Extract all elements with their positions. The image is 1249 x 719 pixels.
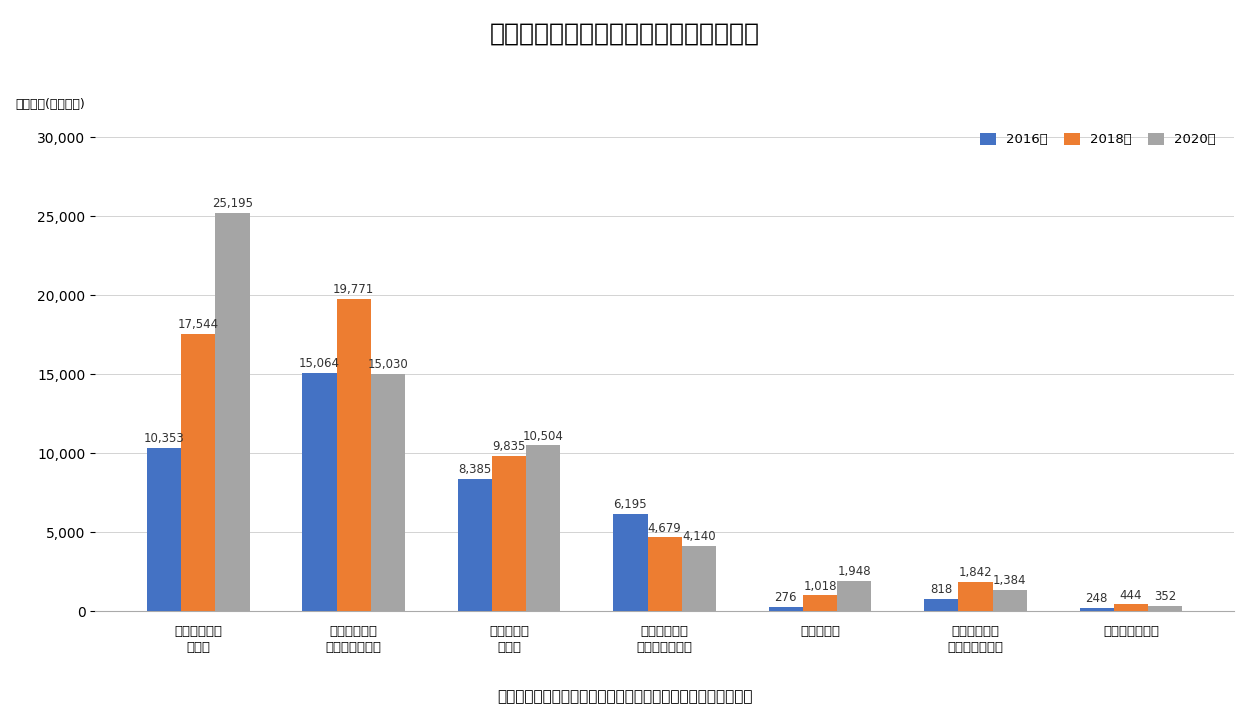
Bar: [302, 373, 337, 611]
Text: 4,140: 4,140: [682, 530, 716, 543]
Text: 1,384: 1,384: [993, 574, 1027, 587]
Bar: [1079, 608, 1114, 611]
Bar: [526, 445, 561, 611]
Bar: [837, 581, 872, 611]
Bar: [647, 538, 682, 611]
Text: 4,679: 4,679: [648, 521, 682, 535]
Text: 19,771: 19,771: [333, 283, 375, 296]
Bar: [1114, 605, 1148, 611]
Text: 1,842: 1,842: [959, 567, 992, 580]
Bar: [958, 582, 993, 611]
Text: 1,018: 1,018: [803, 580, 837, 592]
Text: 10,504: 10,504: [523, 429, 563, 442]
Bar: [215, 213, 250, 611]
Text: 投資残高(十億ドル): 投資残高(十億ドル): [15, 99, 85, 111]
Text: 25,195: 25,195: [212, 197, 254, 210]
Text: 6,195: 6,195: [613, 498, 647, 510]
Text: 9,835: 9,835: [492, 440, 526, 453]
Text: 248: 248: [1085, 592, 1108, 605]
Text: 8,385: 8,385: [458, 463, 492, 476]
Bar: [993, 590, 1027, 611]
Text: 1,948: 1,948: [837, 565, 871, 578]
Bar: [147, 448, 181, 611]
Text: 10,353: 10,353: [144, 432, 185, 445]
Bar: [458, 479, 492, 611]
Text: 276: 276: [774, 591, 797, 604]
Bar: [613, 513, 647, 611]
Text: 352: 352: [1154, 590, 1177, 603]
Bar: [181, 334, 215, 611]
Text: 17,544: 17,544: [177, 319, 219, 331]
Bar: [803, 595, 837, 611]
Text: 15,064: 15,064: [299, 357, 340, 370]
Text: （出所）　ＧＳＩＡのデータをもとにニッセイ基礎研究所作成: （出所） ＧＳＩＡのデータをもとにニッセイ基礎研究所作成: [497, 690, 752, 705]
Text: 444: 444: [1119, 589, 1142, 602]
Bar: [682, 546, 716, 611]
Legend: 2016年, 2018年, 2020年: 2016年, 2018年, 2020年: [980, 133, 1217, 146]
Bar: [1148, 606, 1183, 611]
Text: 図表３　投資手法別のＥＳＧ投資の推移: 図表３ 投資手法別のＥＳＧ投資の推移: [490, 22, 759, 45]
Bar: [492, 456, 526, 611]
Bar: [924, 598, 958, 611]
Bar: [371, 374, 405, 611]
Bar: [337, 299, 371, 611]
Text: 818: 818: [931, 582, 953, 596]
Text: 15,030: 15,030: [367, 358, 408, 371]
Bar: [769, 607, 803, 611]
